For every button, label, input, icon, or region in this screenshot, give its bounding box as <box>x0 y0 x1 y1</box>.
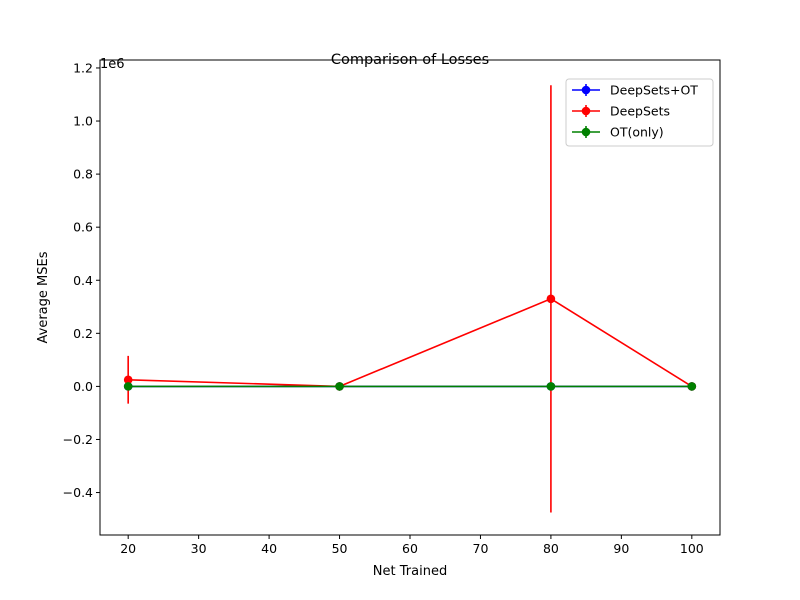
y-tick-label: 0.6 <box>73 220 93 235</box>
legend-label-deepsets-ot: DeepSets+OT <box>610 83 698 98</box>
data-point-deepsets <box>546 294 556 304</box>
data-point-ot-only <box>123 382 133 391</box>
series-line-deepsets <box>128 297 693 388</box>
legend-label-deepsets: DeepSets <box>610 104 670 119</box>
y-tick-label: 0.4 <box>73 273 93 288</box>
y-tick-label: 1.0 <box>73 114 93 129</box>
legend-label-ot-only: OT(only) <box>610 125 664 140</box>
x-tick-label: 100 <box>680 541 704 556</box>
y-tick-label: 0.0 <box>73 379 93 394</box>
y-axis: −0.4 −0.2 0.0 0.2 0.4 0.6 0.8 1.0 1.2 <box>63 60 100 500</box>
legend: DeepSets+OT DeepSets OT(only) <box>565 78 714 147</box>
x-axis-label: Net Trained <box>373 564 447 579</box>
x-tick-label: 80 <box>543 541 559 556</box>
x-tick-label: 90 <box>613 541 629 556</box>
y-axis-label: Average MSEs <box>36 251 51 343</box>
data-point-deepsets <box>123 375 133 385</box>
legend-box <box>565 78 714 147</box>
y-tick-label: −0.2 <box>63 432 93 447</box>
data-point-ot-only <box>687 382 697 391</box>
y-axis-offset-label: 1e6 <box>100 57 125 72</box>
y-tick-label: 0.2 <box>73 326 93 341</box>
x-tick-label: 70 <box>473 541 489 556</box>
data-point-ot-only <box>335 382 344 391</box>
x-tick-label: 50 <box>332 541 348 556</box>
plot-area <box>123 85 697 513</box>
x-axis: 20 30 40 50 60 70 80 90 100 <box>120 535 704 556</box>
x-tick-label: 60 <box>402 541 418 556</box>
x-tick-label: 20 <box>120 541 136 556</box>
y-tick-label: 0.8 <box>73 167 93 182</box>
y-tick-label: −0.4 <box>63 485 93 500</box>
data-point-ot-only <box>546 382 556 391</box>
x-tick-label: 40 <box>261 541 277 556</box>
legend-marker-ot-only <box>581 127 591 137</box>
x-tick-label: 30 <box>191 541 207 556</box>
y-tick-label: 1.2 <box>73 60 93 75</box>
legend-marker-deepsets <box>581 106 591 116</box>
chart-title: Comparison of Losses <box>331 52 489 68</box>
legend-marker-deepsets-ot <box>581 85 591 95</box>
